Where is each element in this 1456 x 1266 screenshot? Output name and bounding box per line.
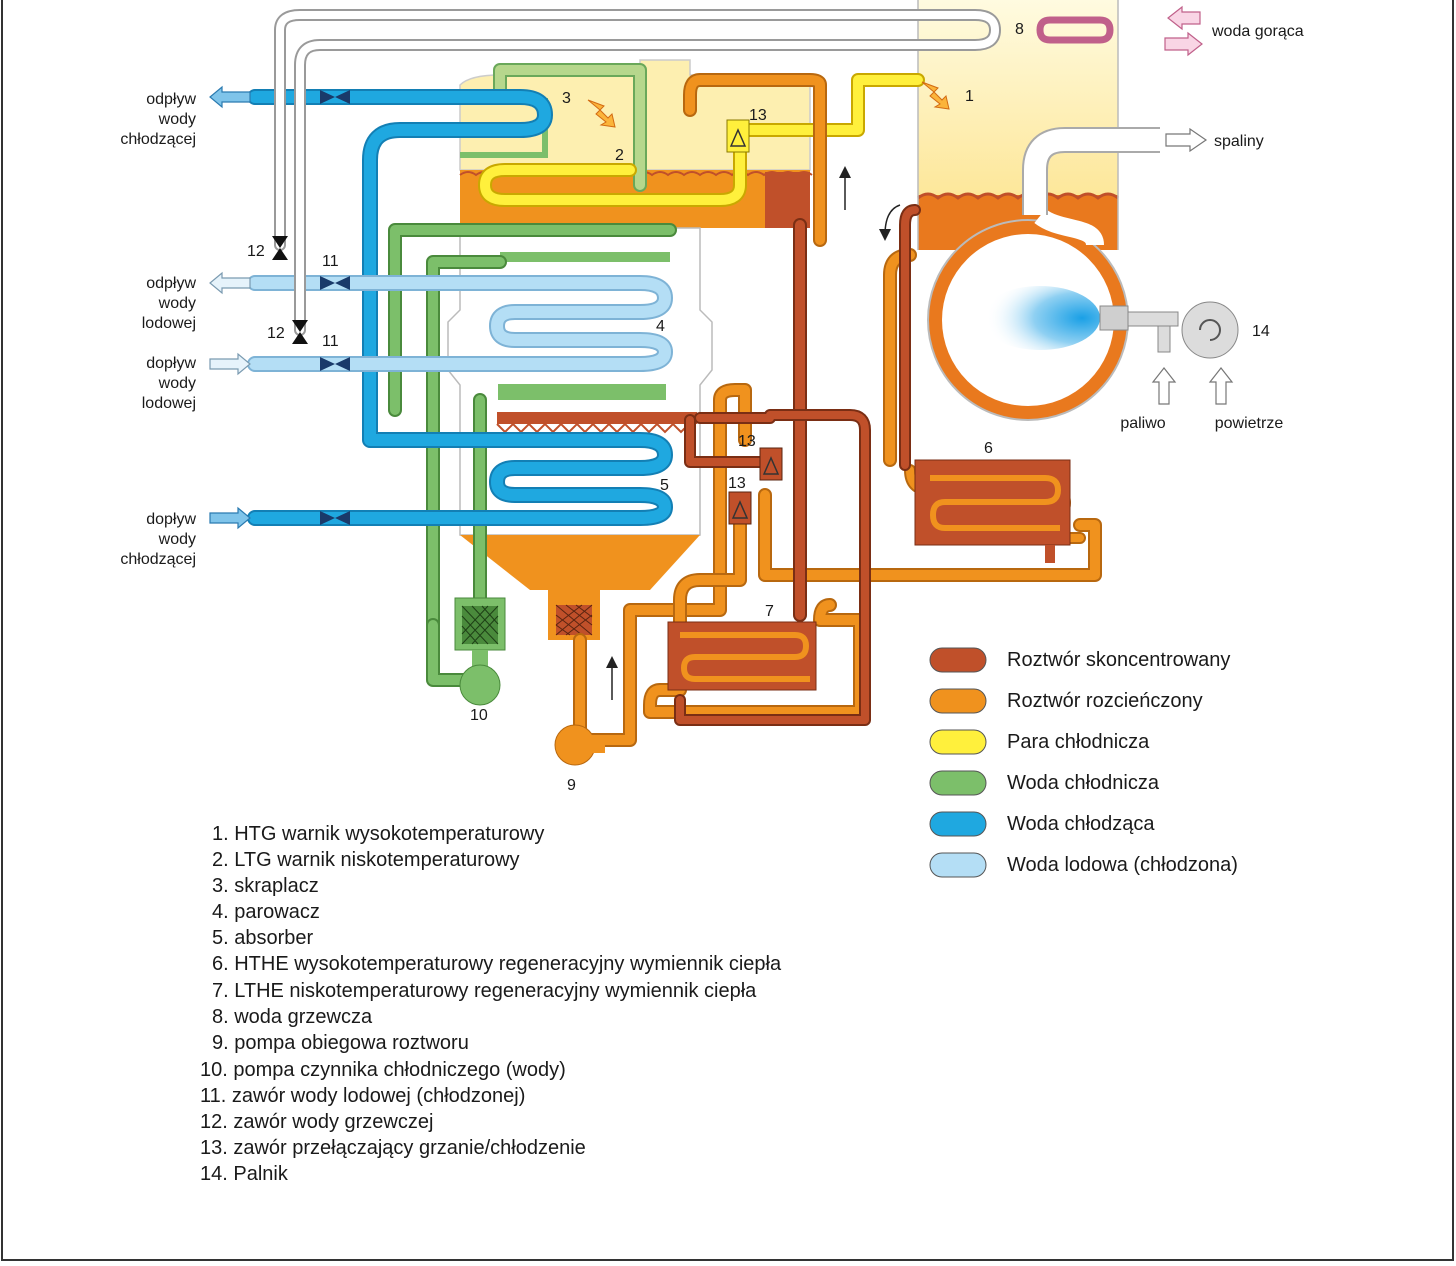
num-11-top: 11	[322, 253, 339, 270]
component-item: 3. skraplacz	[212, 875, 319, 897]
legend: Roztwór skoncentrowany Roztwór rozcieńcz…	[929, 647, 1238, 878]
legend-swatch-concentrated	[929, 647, 987, 673]
chilled-water-lines	[247, 275, 673, 372]
heat-arrows	[587, 81, 950, 128]
legend-swatch-refrigerant-water	[929, 770, 987, 796]
refrigerant-vapour-lines	[478, 73, 925, 207]
component-item: 10. pompa czynnika chłodniczego (wody)	[200, 1059, 566, 1081]
label-inflow-ice-water-1: dopływ	[146, 355, 196, 372]
num-5: 5	[660, 477, 669, 494]
num-8: 8	[1015, 21, 1024, 38]
legend-label-dilute: Roztwór rozcieńczony	[1007, 690, 1203, 712]
label-inflow-ice-water-3: lodowej	[142, 395, 196, 412]
label-flue-gas: spaliny	[1214, 133, 1264, 150]
component-item: 8. woda grzewcza	[212, 1006, 373, 1028]
label-inflow-cooling-water-3: chłodzącej	[120, 551, 196, 568]
solution-pump	[554, 724, 605, 766]
legend-swatch-cooling-water	[929, 811, 987, 837]
switching-valves-13	[726, 119, 783, 525]
component-numbers: 1 2 3 4 5 6 7 8 9 10 11 11 12 12 13 13 1…	[247, 21, 1270, 794]
num-9: 9	[567, 777, 576, 794]
component-item: 2. LTG warnik niskotemperaturowy	[212, 849, 520, 871]
valves	[272, 90, 350, 525]
external-labels: odpływ wody chłodzącej odpływ wody lodow…	[120, 23, 1303, 568]
legend-label-cooling-water: Woda chłodząca	[1007, 813, 1155, 835]
component-item: 12. zawór wody grzewczej	[200, 1111, 433, 1133]
label-hot-water: woda gorąca	[1211, 23, 1304, 40]
component-item: 14. Palnik	[200, 1163, 289, 1185]
legend-swatch-dilute	[929, 688, 987, 714]
component-item: 11. zawór wody lodowej (chłodzonej)	[200, 1085, 525, 1107]
cooling-water-outlet-valve	[320, 90, 350, 104]
heating-water-valve-12-top	[272, 236, 288, 260]
htg-tower	[917, 0, 1129, 421]
num-6: 6	[984, 440, 993, 457]
burner	[1099, 301, 1239, 359]
component-item: 5. absorber	[212, 927, 314, 949]
component-list: 1. HTG warnik wysokotemperaturowy 2. LTG…	[200, 823, 782, 1185]
legend-swatch-chilled-water	[929, 852, 987, 878]
num-13-middle: 13	[738, 433, 756, 450]
concentrated-solution-lines	[674, 204, 921, 726]
component-item: 13. zawór przełączający grzanie/chłodzen…	[200, 1137, 586, 1159]
label-fuel: paliwo	[1120, 415, 1165, 432]
num-13-bottom: 13	[728, 475, 746, 492]
heating-water-valve-12-bottom	[292, 320, 308, 344]
cooling-water-inlet-valve	[320, 511, 350, 525]
num-7: 7	[765, 603, 774, 620]
num-12-top: 12	[247, 243, 265, 260]
num-10: 10	[470, 707, 488, 724]
label-inflow-cooling-water-1: dopływ	[146, 511, 196, 528]
component-item: 7. LTHE niskotemperaturowy regeneracyjny…	[212, 980, 757, 1002]
num-1: 1	[965, 88, 974, 105]
label-outflow-cooling-water-1: odpływ	[146, 91, 196, 108]
label-inflow-ice-water-2: wody	[158, 375, 196, 392]
label-outflow-ice-water-1: odpływ	[146, 275, 196, 292]
num-12-bottom: 12	[267, 325, 285, 342]
heating-water-lines	[274, 9, 1001, 336]
num-4: 4	[656, 318, 665, 335]
component-item: 4. parowacz	[212, 901, 320, 923]
legend-label-concentrated: Roztwór skoncentrowany	[1007, 649, 1230, 671]
refrigerant-pump	[454, 597, 506, 706]
label-inflow-cooling-water-2: wody	[158, 531, 196, 548]
chilled-water-valve-11-bottom	[320, 357, 350, 371]
component-item: 6. HTHE wysokotemperaturowy regeneracyjn…	[212, 953, 782, 975]
legend-label-vapour: Para chłodnicza	[1007, 731, 1150, 753]
legend-swatch-vapour	[929, 729, 987, 755]
cooling-water-lines	[247, 89, 673, 526]
legend-label-refrigerant-water: Woda chłodnicza	[1007, 772, 1160, 794]
flow-direction-arrows	[606, 166, 901, 700]
component-item: 1. HTG warnik wysokotemperaturowy	[212, 823, 544, 845]
component-item: 9. pompa obiegowa roztworu	[212, 1032, 469, 1054]
label-outflow-cooling-water-3: chłodzącej	[120, 131, 196, 148]
label-air: powietrze	[1215, 415, 1284, 432]
num-13-top: 13	[749, 107, 767, 124]
legend-label-chilled-water: Woda lodowa (chłodzona)	[1007, 854, 1238, 876]
label-outflow-ice-water-3: lodowej	[142, 315, 196, 332]
num-11-bottom: 11	[322, 333, 339, 350]
label-outflow-cooling-water-2: wody	[158, 111, 196, 128]
num-2: 2	[615, 147, 624, 164]
num-14: 14	[1252, 323, 1270, 340]
lthe-exchanger	[667, 621, 817, 691]
hthe-exchanger	[914, 459, 1071, 563]
num-3: 3	[562, 90, 571, 107]
chilled-water-valve-11-top	[320, 276, 350, 290]
label-outflow-ice-water-2: wody	[158, 295, 196, 312]
external-arrows	[209, 5, 1234, 530]
